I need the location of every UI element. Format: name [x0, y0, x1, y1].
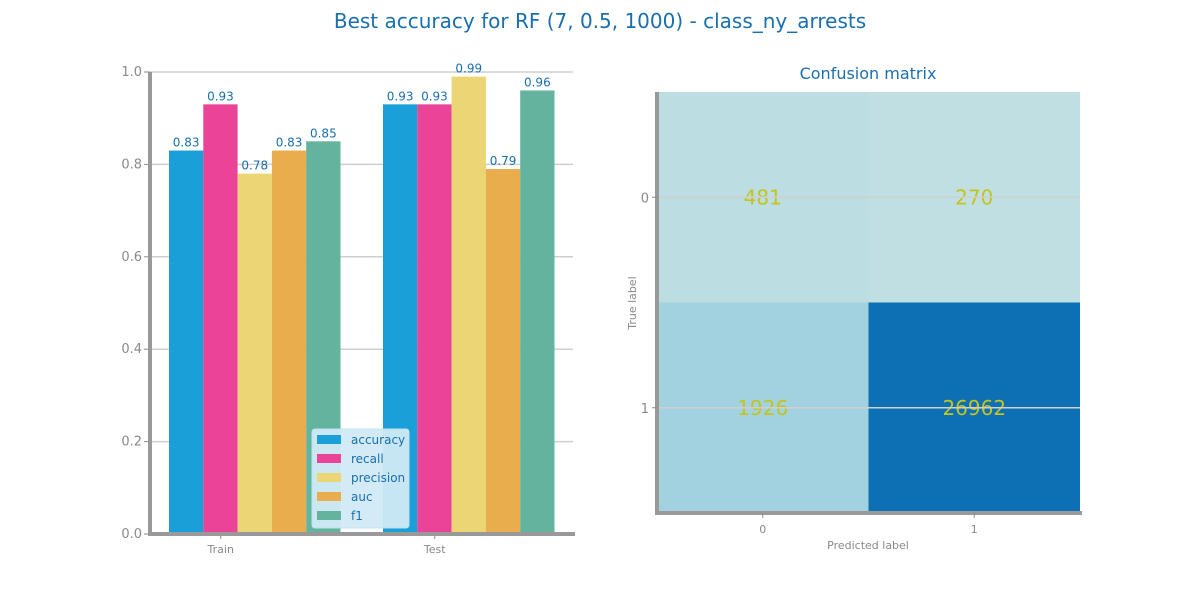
confusion-matrix-gridlines: [657, 196, 1080, 409]
x-tick-label: Test: [423, 543, 446, 556]
data-label: 0.99: [455, 62, 482, 76]
data-label: 0.93: [387, 89, 414, 103]
bar-auc-test: [485, 169, 521, 534]
bar-y-ticks: 0.0 0.2 0.4 0.6 0.8 1.0: [121, 65, 150, 542]
y-tick-label: 0.8: [121, 157, 142, 172]
legend-label: accuracy: [351, 433, 405, 447]
data-label: 0.78: [241, 159, 268, 173]
bar-f1-test: [520, 90, 555, 534]
bar-axes: [148, 72, 575, 536]
y-tick-label: 0.2: [121, 435, 142, 450]
figure-title: Best accuracy for RF (7, 0.5, 1000) - cl…: [334, 9, 866, 33]
data-label: 0.93: [421, 89, 448, 103]
bar-recall-test: [417, 104, 452, 534]
legend-swatch-precision: [317, 473, 341, 482]
legend-label: auc: [351, 490, 373, 504]
data-label: 0.93: [207, 89, 234, 103]
legend-label: precision: [351, 471, 405, 485]
bar-chart: 0.00.20.40.60.81.0 0.830.930.780.830.850…: [121, 62, 575, 556]
confusion-matrix-title: Confusion matrix: [800, 64, 937, 83]
legend-swatch-f1: [317, 511, 341, 520]
bar-accuracy-train: [169, 150, 204, 535]
x-tick-label: 0: [759, 523, 766, 536]
y-tick-label: 0: [641, 191, 649, 206]
y-axis-label: True label: [626, 276, 639, 330]
legend: accuracy recall precision auc f1: [311, 428, 410, 529]
bar-precision-train: [237, 173, 272, 534]
confusion-matrix-axes: [655, 92, 1082, 515]
legend-label: recall: [351, 452, 384, 466]
data-label: 0.85: [310, 126, 337, 140]
x-axis-label: Predicted label: [827, 539, 909, 552]
data-label: 0.83: [173, 136, 200, 150]
bar-precision-test: [451, 76, 486, 535]
confusion-matrix-ticks: 0 1 0 1: [641, 191, 978, 536]
y-tick-label: 0.6: [121, 250, 142, 265]
y-tick-label: 1.0: [121, 65, 142, 80]
data-label: 0.79: [490, 154, 517, 168]
legend-swatch-auc: [317, 492, 341, 501]
y-tick-label: 0.4: [121, 342, 142, 357]
legend-swatch-recall: [317, 454, 341, 463]
legend-label: f1: [351, 509, 363, 523]
x-tick-label: 1: [971, 523, 978, 536]
data-label: 0.96: [524, 75, 551, 89]
legend-box: [311, 428, 410, 529]
y-tick-label: 1: [641, 402, 649, 417]
bar-auc-train: [271, 150, 307, 535]
bar-series: [169, 76, 555, 535]
x-tick-label: Train: [207, 543, 234, 556]
bar-recall-train: [203, 104, 238, 534]
legend-swatch-accuracy: [317, 435, 341, 444]
bar-data-labels: 0.83 0.93 0.78 0.83 0.85 0.93 0.93 0.99 0.79 0.96: [173, 62, 551, 173]
data-label: 0.83: [276, 136, 303, 150]
y-tick-label: 0.0: [121, 527, 142, 542]
bar-x-ticks: Train Test: [207, 534, 446, 556]
